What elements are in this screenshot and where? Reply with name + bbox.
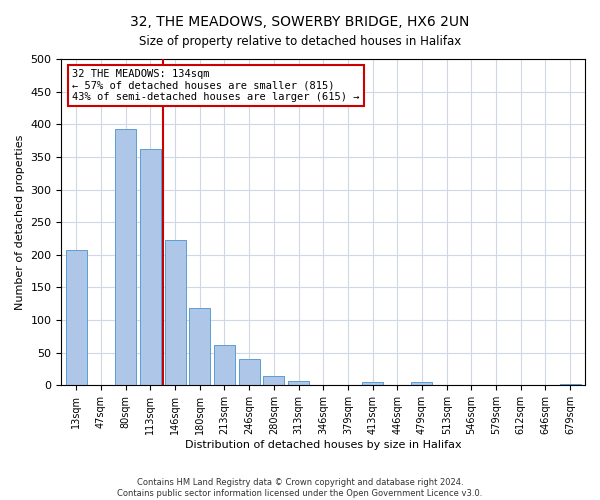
X-axis label: Distribution of detached houses by size in Halifax: Distribution of detached houses by size … <box>185 440 461 450</box>
Bar <box>115 129 136 386</box>
Bar <box>164 240 185 386</box>
Bar <box>189 308 210 386</box>
Text: Contains HM Land Registry data © Crown copyright and database right 2024.
Contai: Contains HM Land Registry data © Crown c… <box>118 478 482 498</box>
Bar <box>140 149 161 386</box>
Bar <box>288 381 309 386</box>
Bar <box>362 382 383 386</box>
Text: 32 THE MEADOWS: 134sqm
← 57% of detached houses are smaller (815)
43% of semi-de: 32 THE MEADOWS: 134sqm ← 57% of detached… <box>72 69 359 102</box>
Bar <box>66 250 87 386</box>
Bar <box>214 345 235 386</box>
Y-axis label: Number of detached properties: Number of detached properties <box>15 134 25 310</box>
Bar <box>263 376 284 386</box>
Bar <box>239 359 260 386</box>
Bar <box>412 382 433 386</box>
Text: Size of property relative to detached houses in Halifax: Size of property relative to detached ho… <box>139 35 461 48</box>
Bar <box>560 384 581 386</box>
Text: 32, THE MEADOWS, SOWERBY BRIDGE, HX6 2UN: 32, THE MEADOWS, SOWERBY BRIDGE, HX6 2UN <box>130 15 470 29</box>
